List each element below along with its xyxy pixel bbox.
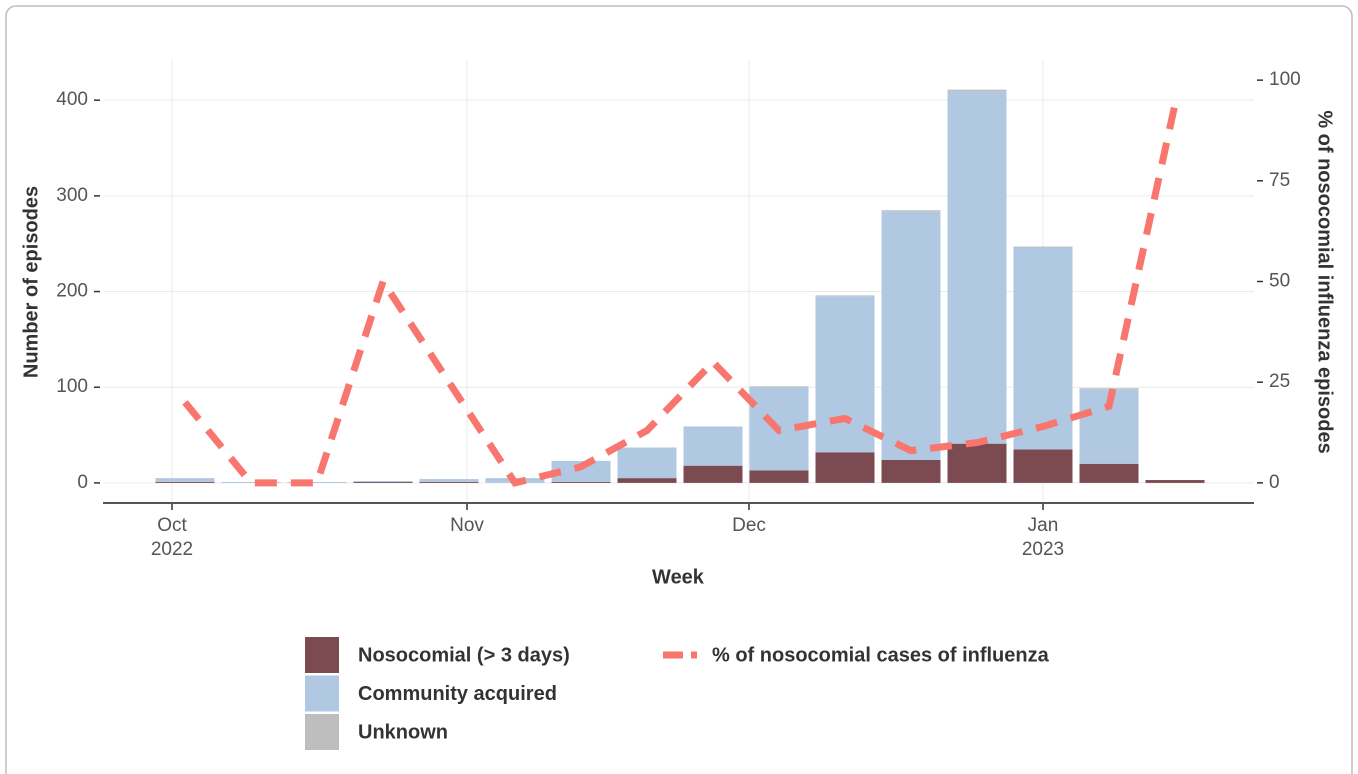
bar-segment xyxy=(749,470,809,483)
y-tick-label: 100 xyxy=(56,376,88,397)
bar-segment xyxy=(1079,388,1139,390)
y2-tick-label: 100 xyxy=(1269,69,1301,90)
y-tick-label: 300 xyxy=(56,185,88,206)
y2-axis-title: % of nosocomial influenza episodes xyxy=(1314,110,1336,453)
legend-label: Community acquired xyxy=(358,683,557,705)
bar-segment xyxy=(617,478,677,483)
legend-label: Unknown xyxy=(358,721,448,743)
bar-segment xyxy=(1079,463,1139,483)
x-tick-label: Oct xyxy=(157,515,187,536)
x-tick-label: Dec xyxy=(732,515,766,536)
bar-segment xyxy=(881,459,941,483)
bar-segment xyxy=(551,481,611,483)
bar-segment xyxy=(1013,449,1073,483)
bar-segment xyxy=(947,91,1007,444)
bar-segment xyxy=(155,478,215,482)
y-tick-label: 400 xyxy=(56,89,88,110)
bar-segment xyxy=(551,460,611,482)
bar-segment xyxy=(947,89,1007,92)
bar-segment xyxy=(1013,247,1073,450)
bar-segment xyxy=(287,481,347,483)
bar-segment xyxy=(815,452,875,483)
y2-tick-label: 50 xyxy=(1269,271,1290,292)
bar-segment xyxy=(353,481,413,483)
x-tick-label: Nov xyxy=(450,515,484,536)
bar-segment xyxy=(749,386,809,388)
legend-label: Nosocomial (> 3 days) xyxy=(358,644,570,666)
bar-segment xyxy=(155,481,215,483)
x-tick-label: 2022 xyxy=(151,539,193,560)
bar-segment xyxy=(1145,480,1205,483)
x-axis-title: Week xyxy=(652,566,705,588)
legend-swatch xyxy=(305,714,339,750)
bar-segment xyxy=(815,295,875,297)
y-tick-label: 0 xyxy=(77,472,88,493)
bar-segment xyxy=(617,447,677,479)
bar-segment xyxy=(419,481,479,483)
line-series xyxy=(182,103,1179,487)
legend-swatch xyxy=(305,637,339,673)
x-tick-label: 2023 xyxy=(1022,539,1064,560)
y2-tick-label: 25 xyxy=(1269,371,1290,392)
bar-segment xyxy=(947,443,1007,483)
bar-segment xyxy=(881,210,941,212)
bar-segment xyxy=(1013,246,1073,248)
bar-segment xyxy=(419,479,479,482)
bar-segment xyxy=(683,426,743,466)
legend-swatch xyxy=(305,675,339,712)
y-axis-title: Number of episodes xyxy=(20,186,42,378)
y2-tick-label: 75 xyxy=(1269,170,1290,191)
frame xyxy=(5,5,1353,774)
y-tick-label: 200 xyxy=(56,281,88,302)
bar-segment xyxy=(683,465,743,483)
bar-segment xyxy=(353,480,413,482)
x-tick-label: Jan xyxy=(1028,515,1059,536)
bar-segment xyxy=(221,481,281,483)
bar-segment xyxy=(881,211,941,460)
legend-label: % of nosocomial cases of influenza xyxy=(712,644,1050,666)
y2-tick-label: 0 xyxy=(1269,472,1280,493)
